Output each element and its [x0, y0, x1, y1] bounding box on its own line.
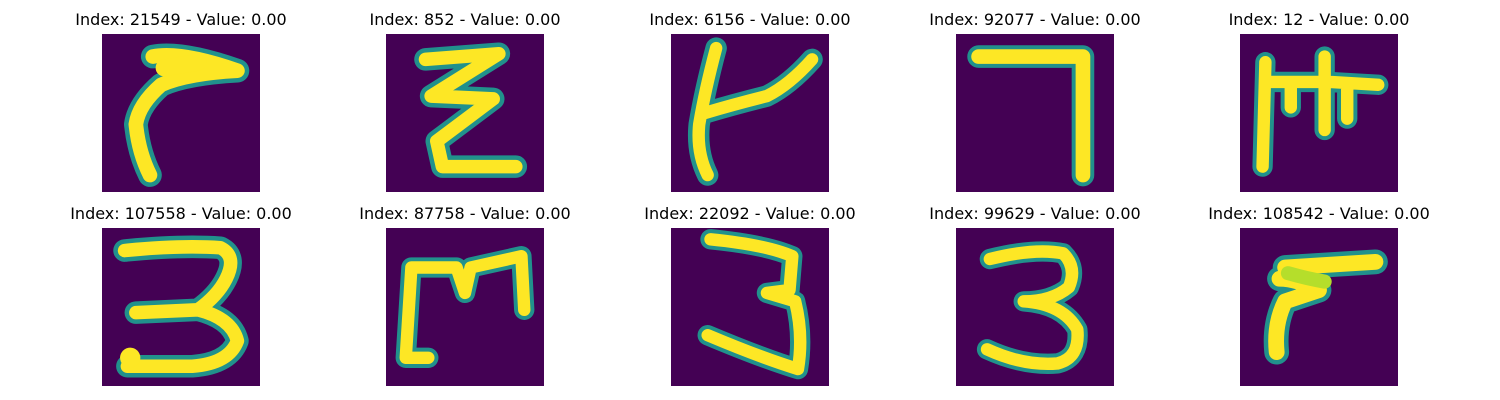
- panel-title: Index: 22092 - Value: 0.00: [644, 204, 856, 223]
- panel-title: Index: 21549 - Value: 0.00: [75, 10, 287, 29]
- handwritten-k-like-image: [671, 34, 829, 192]
- panel-title: Index: 12 - Value: 0.00: [1228, 10, 1410, 29]
- panel-1: Index: 21549 - Value: 0.00: [36, 0, 326, 192]
- panel-title: Index: 108542 - Value: 0.00: [1208, 204, 1430, 223]
- panel-title: Index: 99629 - Value: 0.00: [929, 204, 1141, 223]
- panel-8: Index: 22092 - Value: 0.00: [605, 194, 895, 386]
- panel-4: Index: 92077 - Value: 0.00: [890, 0, 1180, 192]
- handwritten-comb-image: [1240, 34, 1398, 192]
- panel-title: Index: 92077 - Value: 0.00: [929, 10, 1141, 29]
- panel-9: Index: 99629 - Value: 0.00: [890, 194, 1180, 386]
- handwritten-zigzag-image: [386, 34, 544, 192]
- panel-title: Index: 107558 - Value: 0.00: [70, 204, 292, 223]
- panel-title: Index: 87758 - Value: 0.00: [359, 204, 571, 223]
- handwritten-three-image: [671, 228, 829, 386]
- panel-5: Index: 12 - Value: 0.00: [1174, 0, 1464, 192]
- handwritten-three-image: [956, 228, 1114, 386]
- panel-3: Index: 6156 - Value: 0.00: [605, 0, 895, 192]
- panel-6: Index: 107558 - Value: 0.00: [36, 194, 326, 386]
- handwritten-hook-image: [1240, 228, 1398, 386]
- panel-7: Index: 87758 - Value: 0.00: [320, 194, 610, 386]
- panel-2: Index: 852 - Value: 0.00: [320, 0, 610, 192]
- panel-title: Index: 6156 - Value: 0.00: [649, 10, 851, 29]
- panel-title: Index: 852 - Value: 0.00: [369, 10, 561, 29]
- handwritten-hooked-arrow-image: [102, 34, 260, 192]
- handwritten-m-like-image: [386, 228, 544, 386]
- panel-10: Index: 108542 - Value: 0.00: [1174, 194, 1464, 386]
- handwritten-seven-image: [956, 34, 1114, 192]
- handwritten-three-image: [102, 228, 260, 386]
